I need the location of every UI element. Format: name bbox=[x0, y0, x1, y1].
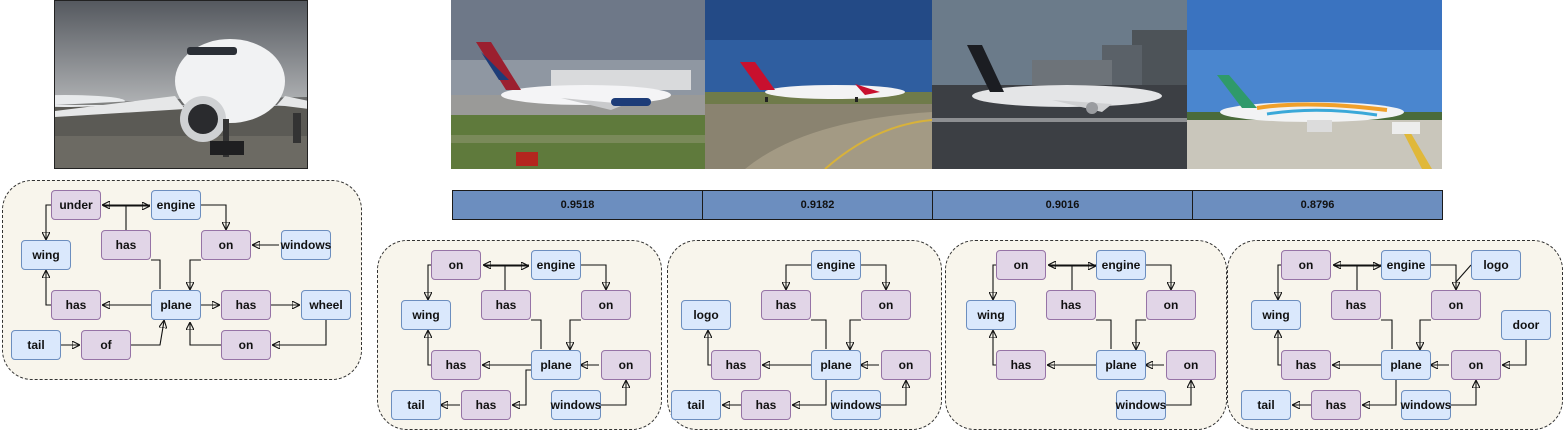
graph-node-on: on bbox=[431, 250, 481, 280]
result-scene-graph-3 bbox=[945, 240, 1227, 430]
graph-node-wing: wing bbox=[21, 240, 71, 270]
graph-node-has: has bbox=[1281, 350, 1331, 380]
graph-node-has: has bbox=[101, 230, 151, 260]
graph-node-wing: wing bbox=[966, 300, 1016, 330]
graph-node-has: has bbox=[761, 290, 811, 320]
result-image-2 bbox=[705, 0, 932, 169]
graph-node-on: on bbox=[1146, 290, 1196, 320]
graph-node-windows: windows bbox=[1116, 390, 1166, 420]
graph-node-tail: tail bbox=[671, 390, 721, 420]
score-cell: 0.9518 bbox=[452, 190, 703, 220]
graph-node-plane: plane bbox=[151, 290, 201, 320]
graph-node-door: door bbox=[1501, 310, 1551, 340]
graph-node-engine: engine bbox=[151, 190, 201, 220]
score-cell: 0.9182 bbox=[702, 190, 933, 220]
graph-node-wing: wing bbox=[401, 300, 451, 330]
graph-node-plane: plane bbox=[811, 350, 861, 380]
graph-node-has: has bbox=[711, 350, 761, 380]
graph-node-logo: logo bbox=[1471, 250, 1521, 280]
result-image-3 bbox=[932, 0, 1187, 169]
graph-node-has: has bbox=[996, 350, 1046, 380]
graph-node-windows: windows bbox=[1401, 390, 1451, 420]
similarity-score-bar: 0.9518 0.9182 0.9016 0.8796 bbox=[452, 190, 1443, 220]
graph-node-wheel: wheel bbox=[301, 290, 351, 320]
result-image-1 bbox=[451, 0, 705, 169]
graph-node-has: has bbox=[51, 290, 101, 320]
graph-node-plane: plane bbox=[531, 350, 581, 380]
score-cell: 0.8796 bbox=[1192, 190, 1443, 220]
graph-node-has: has bbox=[741, 390, 791, 420]
graph-node-windows: windows bbox=[281, 230, 331, 260]
graph-node-on: on bbox=[861, 290, 911, 320]
score-cell: 0.9016 bbox=[932, 190, 1193, 220]
graph-node-has: has bbox=[431, 350, 481, 380]
graph-node-engine: engine bbox=[811, 250, 861, 280]
query-image bbox=[54, 0, 308, 169]
result-image-4 bbox=[1187, 0, 1442, 169]
graph-node-has: has bbox=[461, 390, 511, 420]
graph-node-on: on bbox=[1451, 350, 1501, 380]
graph-node-wing: wing bbox=[1251, 300, 1301, 330]
graph-node-logo: logo bbox=[681, 300, 731, 330]
graph-node-on: on bbox=[1431, 290, 1481, 320]
graph-node-under: under bbox=[51, 190, 101, 220]
graph-node-on: on bbox=[201, 230, 251, 260]
query-image-art bbox=[55, 1, 307, 168]
graph-node-on: on bbox=[221, 330, 271, 360]
graph-node-has: has bbox=[1046, 290, 1096, 320]
graph-node-engine: engine bbox=[1096, 250, 1146, 280]
graph-node-of: of bbox=[81, 330, 131, 360]
graph-node-has: has bbox=[1331, 290, 1381, 320]
graph-node-plane: plane bbox=[1096, 350, 1146, 380]
graph-node-on: on bbox=[1166, 350, 1216, 380]
graph-node-windows: windows bbox=[551, 390, 601, 420]
graph-node-on: on bbox=[581, 290, 631, 320]
graph-node-has: has bbox=[481, 290, 531, 320]
result-image-2-art bbox=[705, 0, 932, 169]
graph-node-windows: windows bbox=[831, 390, 881, 420]
graph-node-on: on bbox=[996, 250, 1046, 280]
graph-node-tail: tail bbox=[11, 330, 61, 360]
result-image-3-art bbox=[932, 0, 1187, 169]
graph-node-tail: tail bbox=[391, 390, 441, 420]
graph-node-plane: plane bbox=[1381, 350, 1431, 380]
graph-node-has: has bbox=[221, 290, 271, 320]
graph-node-on: on bbox=[881, 350, 931, 380]
graph-node-engine: engine bbox=[1381, 250, 1431, 280]
result-image-1-art bbox=[451, 0, 705, 169]
graph-node-tail: tail bbox=[1241, 390, 1291, 420]
graph-node-on: on bbox=[601, 350, 651, 380]
graph-node-on: on bbox=[1281, 250, 1331, 280]
graph-node-has: has bbox=[1311, 390, 1361, 420]
result-image-4-art bbox=[1187, 0, 1442, 169]
graph-node-engine: engine bbox=[531, 250, 581, 280]
